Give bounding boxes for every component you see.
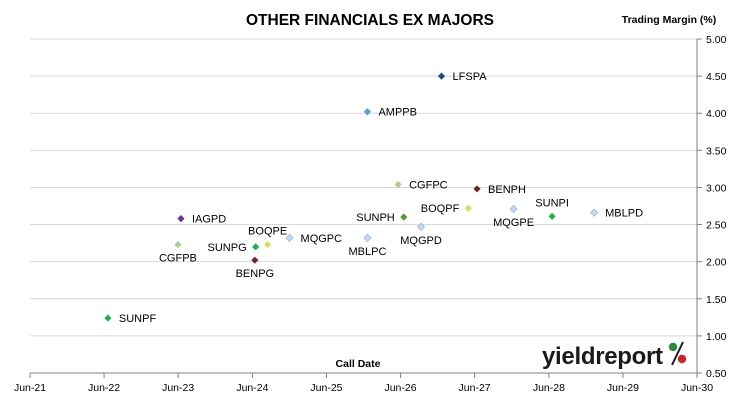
point-label-mblpd: MBLPD (605, 208, 643, 220)
point-label-lfspa: LFSPA (453, 71, 488, 83)
x-tick-label: Jun-29 (607, 382, 639, 394)
y-tick-label: 1.00 (706, 331, 727, 343)
y-tick-label: 5.00 (706, 34, 727, 46)
x-tick-label: Jun-30 (681, 382, 713, 394)
y-tick-label: 4.00 (706, 108, 727, 120)
data-point-sunpg (252, 243, 260, 251)
point-labels: SUNPF CGFPB IAGPD SUNPG BENPG BOQPE MQGPC AMPPB… (119, 71, 643, 325)
point-label-sunpf: SUNPF (119, 313, 157, 325)
point-label-cgfpb: CGFPB (159, 253, 197, 265)
y-tick-label: 3.50 (706, 145, 727, 157)
point-label-benpg: BENPG (236, 268, 275, 280)
point-label-iagpd: IAGPD (192, 214, 226, 226)
x-tick-label: Jun-28 (533, 382, 565, 394)
percent-slash (671, 341, 684, 366)
point-label-sunph: SUNPH (356, 212, 395, 224)
y-tick-label: 0.50 (706, 368, 727, 380)
data-point-mblpd (589, 208, 599, 217)
x-tick-label: Jun-26 (384, 382, 416, 394)
x-tick-label: Jun-24 (236, 382, 268, 394)
percent-bottom-dot (677, 354, 687, 364)
x-axis-title: Call Date (336, 358, 381, 370)
point-label-mqgpc: MQGPC (301, 233, 343, 245)
x-tick-label: Jun-23 (162, 382, 194, 394)
percent-logo-icon (668, 341, 687, 366)
y-tick-label: 3.00 (706, 182, 727, 194)
point-label-boqpe: BOQPE (248, 226, 287, 238)
chart-title: OTHER FINANCIALS EX MAJORS (246, 12, 494, 29)
data-point-mblpc (363, 233, 372, 243)
data-point-sunph (400, 213, 408, 221)
data-point-sunpi (548, 212, 556, 220)
point-label-sunpi: SUNPI (535, 197, 569, 209)
point-label-benph: BENPH (488, 184, 526, 196)
x-tick-label: Jun-22 (88, 382, 120, 394)
data-point-benpg (251, 256, 259, 264)
data-point-iagpd (177, 215, 185, 223)
x-tick-label: Jun-21 (14, 382, 46, 394)
y-tick-label: 1.50 (706, 294, 727, 306)
point-label-cgfpc: CGFPC (409, 179, 448, 191)
data-point-benph (473, 185, 481, 193)
axes: 0.50 1.00 1.50 2.00 2.50 3.00 3.50 4.00 4.50 5.00… (14, 34, 727, 394)
point-label-mblpc: MBLPC (349, 246, 387, 258)
data-point-boqpe (264, 240, 272, 249)
y-tick-label: 2.00 (706, 257, 727, 269)
data-point-mqgpc (285, 233, 294, 243)
data-point-cgfpc (394, 180, 402, 189)
data-point-amppb (363, 108, 372, 116)
data-point-boqpf (464, 204, 472, 212)
logo-text: yieldreport (542, 343, 663, 370)
data-point-mqgpe (509, 204, 518, 214)
point-label-boqpf: BOQPF (421, 203, 460, 215)
point-label-mqgpe: MQGPE (493, 217, 534, 229)
logo-wordmark: yieldreport (542, 343, 663, 370)
data-point-mqgpd (416, 222, 426, 231)
percent-top-dot (668, 342, 678, 352)
x-tick-label: Jun-25 (310, 382, 342, 394)
yieldreport-logo: yieldreport (542, 341, 687, 370)
gridlines (30, 38, 697, 337)
point-label-amppb: AMPPB (378, 107, 417, 119)
data-points (104, 72, 599, 322)
data-point-sunpf (104, 314, 112, 322)
data-point-lfspa (437, 72, 446, 80)
point-label-sunpg: SUNPG (208, 242, 247, 254)
x-tick-label: Jun-27 (459, 382, 491, 394)
point-label-mqgpd: MQGPD (400, 235, 442, 247)
y-axis-title: Trading Margin (%) (622, 14, 717, 26)
y-tick-label: 2.50 (706, 220, 727, 232)
y-tick-label: 4.50 (706, 71, 727, 83)
data-point-cgfpb (174, 240, 182, 249)
